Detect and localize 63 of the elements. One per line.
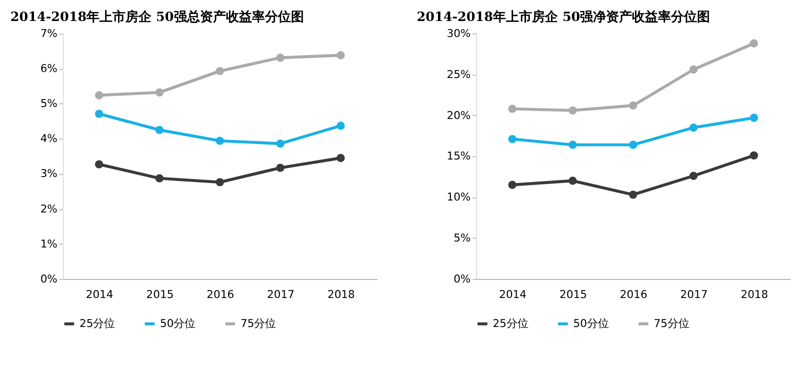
point — [276, 54, 284, 62]
point — [216, 178, 224, 186]
point — [629, 190, 638, 199]
y-tick-label: 20% — [446, 108, 471, 122]
y-tick-label: 0% — [40, 272, 58, 286]
point — [94, 160, 104, 168]
x-tick-label: 2014 — [86, 288, 114, 302]
point — [155, 174, 164, 182]
point — [276, 164, 284, 172]
point — [508, 180, 516, 189]
y-tick-label: 5% — [40, 97, 58, 110]
legend-label: 50分位 — [573, 316, 609, 330]
x-tick-label: 2016 — [620, 288, 648, 302]
y-tick-label: 1% — [40, 237, 58, 250]
point — [568, 140, 577, 149]
chart-title: 2014-2018年上市房企 50强总资产收益率分位图 — [10, 8, 304, 25]
chart-title: 2014-2018年上市房企 50强净资产收益率分位图 — [416, 8, 710, 25]
x-tick-label: 2015 — [559, 288, 587, 302]
point — [508, 134, 516, 144]
point — [629, 140, 638, 149]
point — [94, 91, 104, 100]
y-tick-label: 25% — [446, 68, 471, 81]
point — [216, 66, 224, 76]
x-tick-label: 2014 — [499, 288, 527, 302]
point — [629, 101, 638, 110]
y-tick-label: 4% — [40, 132, 58, 146]
legend-label: 25分位 — [80, 316, 116, 330]
x-tick-label: 2017 — [267, 288, 294, 302]
x-tick-label: 2018 — [740, 288, 768, 302]
y-tick-label: 3% — [40, 167, 58, 180]
y-tick-label: 10% — [446, 190, 471, 204]
point — [689, 172, 698, 180]
legend-label: 75分位 — [654, 316, 690, 330]
point — [750, 151, 758, 160]
x-tick-label: 2015 — [146, 288, 174, 302]
point — [568, 176, 577, 185]
point — [689, 124, 698, 132]
y-tick-label: 5% — [454, 231, 471, 244]
x-tick-label: 2017 — [680, 288, 708, 302]
point — [568, 106, 577, 115]
point — [750, 39, 758, 48]
point — [750, 114, 758, 122]
point — [155, 126, 164, 134]
point — [276, 140, 284, 148]
point — [94, 110, 104, 118]
x-tick-label: 2016 — [206, 288, 234, 302]
y-tick-label: 6% — [40, 62, 58, 76]
legend-label: 25分位 — [492, 316, 528, 330]
point — [336, 154, 345, 162]
point — [216, 136, 224, 145]
x-tick-label: 2018 — [327, 288, 356, 302]
y-tick-label: 0% — [454, 272, 471, 286]
point — [155, 88, 164, 97]
y-tick-label: 2% — [40, 202, 58, 216]
point — [508, 104, 516, 113]
y-tick-label: 7% — [40, 26, 58, 40]
y-tick-label: 30% — [446, 26, 471, 40]
y-tick-label: 15% — [446, 150, 471, 163]
point — [689, 65, 698, 74]
legend-label: 75分位 — [240, 316, 276, 330]
point — [336, 122, 345, 130]
point — [336, 51, 345, 60]
legend-label: 50分位 — [160, 316, 196, 330]
